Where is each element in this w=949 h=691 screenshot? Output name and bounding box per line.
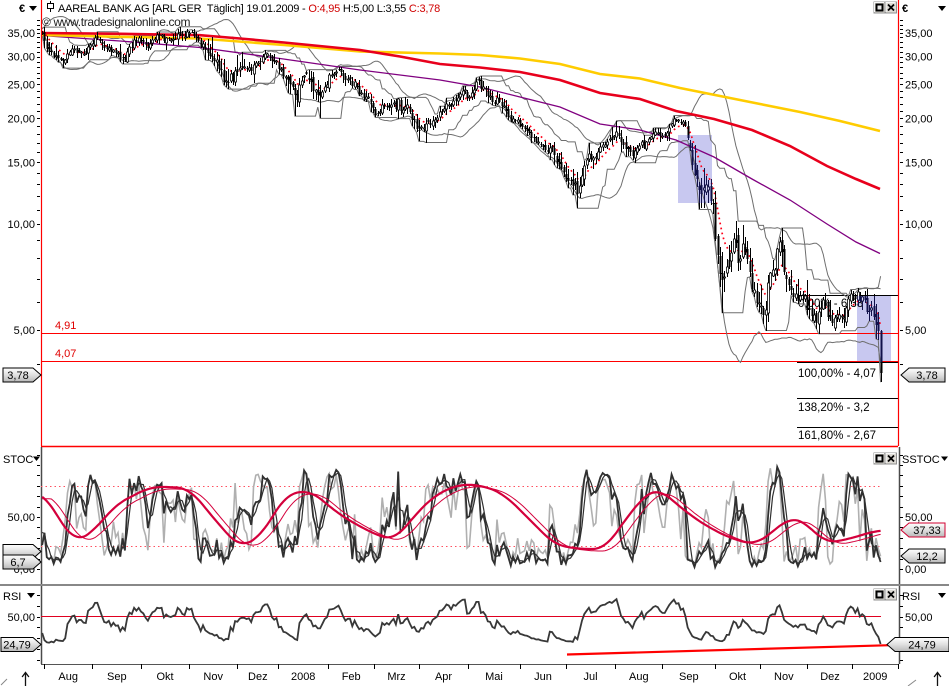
svg-text:100,00% - 4,07: 100,00% - 4,07 <box>798 368 876 380</box>
svg-text:Okt: Okt <box>729 671 746 683</box>
svg-text:SSTOC: SSTOC <box>902 454 940 466</box>
svg-text:Mai: Mai <box>485 671 503 683</box>
svg-text:0,00: 0,00 <box>905 564 926 576</box>
svg-text:15,00: 15,00 <box>7 157 35 169</box>
svg-text:Aug: Aug <box>629 671 649 683</box>
svg-text:30,00: 30,00 <box>905 52 933 64</box>
svg-text:25,00: 25,00 <box>905 79 933 91</box>
svg-text:Mrz: Mrz <box>387 671 405 683</box>
svg-text:50,00: 50,00 <box>905 612 933 624</box>
svg-text:2008: 2008 <box>291 671 315 683</box>
svg-text:Nov: Nov <box>774 671 794 683</box>
svg-text:Nov: Nov <box>203 671 223 683</box>
svg-text:35,00: 35,00 <box>905 28 933 40</box>
svg-text:Dez: Dez <box>820 671 840 683</box>
svg-text:€: € <box>902 3 908 15</box>
svg-text:25,00: 25,00 <box>7 79 35 91</box>
svg-text:Dez: Dez <box>248 671 268 683</box>
svg-text:20,00: 20,00 <box>905 113 933 125</box>
svg-text:50,00: 50,00 <box>7 612 35 624</box>
svg-text:10,00: 10,00 <box>905 219 933 231</box>
svg-text:5,00: 5,00 <box>14 325 35 337</box>
svg-text:24,79: 24,79 <box>3 640 31 652</box>
svg-text:161,80% - 2,67: 161,80% - 2,67 <box>798 430 876 442</box>
svg-text:Jul: Jul <box>583 671 597 683</box>
svg-text:Sep: Sep <box>679 671 699 683</box>
svg-text:Apr: Apr <box>435 671 452 683</box>
svg-text:15,00: 15,00 <box>905 157 933 169</box>
svg-text:Aug: Aug <box>58 671 78 683</box>
svg-text:© www.tradesignalonline.com: © www.tradesignalonline.com <box>42 15 190 29</box>
svg-text:RSI: RSI <box>3 591 21 603</box>
svg-text:STOC: STOC <box>3 454 33 466</box>
svg-text:AAREAL BANK AG [ARL GER Tägli: AAREAL BANK AG [ARL GER Täglich] 19.01.2… <box>58 3 440 15</box>
svg-text:Sep: Sep <box>107 671 127 683</box>
svg-text:Feb: Feb <box>342 671 361 683</box>
svg-text:138,20% - 3,2: 138,20% - 3,2 <box>798 402 870 414</box>
svg-text:3,78: 3,78 <box>7 370 28 382</box>
svg-text:RSI: RSI <box>902 591 920 603</box>
svg-text:5,00: 5,00 <box>905 325 926 337</box>
svg-text:35,00: 35,00 <box>7 28 35 40</box>
svg-text:3,78: 3,78 <box>916 370 937 382</box>
svg-text:€: € <box>19 3 25 15</box>
svg-text:Okt: Okt <box>156 671 173 683</box>
svg-text:30,00: 30,00 <box>7 52 35 64</box>
svg-text:12,2: 12,2 <box>916 551 937 563</box>
svg-text:6,7: 6,7 <box>10 557 25 569</box>
svg-text:4,07: 4,07 <box>55 348 76 360</box>
svg-text:4,91: 4,91 <box>55 320 76 332</box>
svg-text:37,33: 37,33 <box>913 525 941 537</box>
svg-text:10,00: 10,00 <box>7 219 35 231</box>
svg-text:Jun: Jun <box>534 671 552 683</box>
svg-text:20,00: 20,00 <box>7 113 35 125</box>
svg-text:24,79: 24,79 <box>908 640 936 652</box>
svg-text:2009: 2009 <box>863 671 887 683</box>
svg-text:50,00: 50,00 <box>7 512 35 524</box>
svg-text:50,00: 50,00 <box>905 512 933 524</box>
